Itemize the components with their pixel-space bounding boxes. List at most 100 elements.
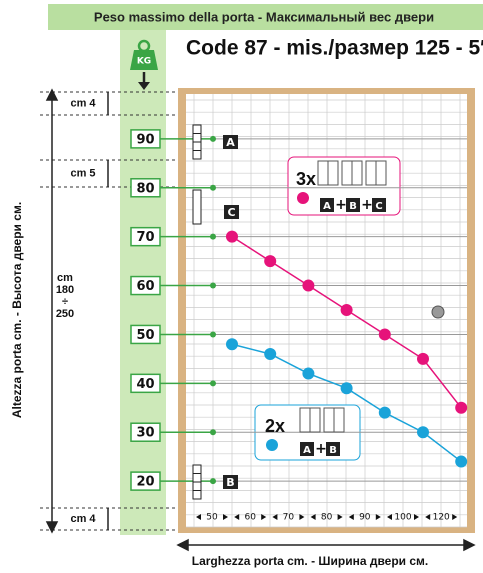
x-tick-arrow bbox=[348, 514, 354, 520]
y-tick-label: 20 bbox=[136, 475, 154, 490]
height-label: 180 bbox=[56, 284, 74, 296]
kg-icon bbox=[130, 50, 158, 70]
legend-label: 3x bbox=[296, 169, 316, 189]
point bbox=[417, 352, 429, 365]
tick-dot bbox=[210, 184, 216, 191]
point bbox=[302, 279, 315, 292]
y-tick-label: 50 bbox=[136, 328, 154, 343]
hinge-label: A bbox=[226, 136, 235, 149]
tick-dot bbox=[210, 478, 216, 485]
x-tick-label: 120 bbox=[433, 513, 450, 523]
point bbox=[302, 367, 315, 380]
x-tick-arrow bbox=[299, 514, 305, 520]
x-tick-arrow bbox=[452, 514, 458, 520]
point bbox=[226, 338, 238, 351]
x-tick-arrow bbox=[272, 514, 278, 520]
x-tick-arrow bbox=[310, 514, 316, 520]
legend-label: 2x bbox=[265, 416, 285, 436]
y-tick-box bbox=[130, 226, 161, 247]
tick-dot bbox=[210, 135, 216, 142]
legend-swatch bbox=[297, 192, 309, 204]
tick-dot bbox=[210, 429, 216, 436]
x-tick-arrow bbox=[337, 514, 343, 520]
legend-hinge-tag bbox=[372, 198, 386, 212]
y-tick-label: 40 bbox=[136, 377, 154, 392]
point bbox=[455, 455, 468, 468]
x-tick-arrow bbox=[387, 514, 392, 520]
dimension-label: cm 4 bbox=[70, 97, 96, 109]
x-axis-label: Larghezza porta cm. - Ширина двери см. bbox=[192, 554, 429, 568]
subtitle: Peso massimo della porta - Максимальный … bbox=[94, 9, 434, 24]
x-tick-arrow bbox=[223, 514, 228, 520]
kg-arrow-head bbox=[138, 82, 150, 90]
legend-hinge-tag bbox=[346, 198, 360, 212]
y-tick-box bbox=[130, 373, 161, 394]
height-label: ÷ bbox=[62, 296, 68, 308]
x-tick-arrow bbox=[414, 514, 419, 520]
door-handle bbox=[431, 305, 445, 319]
chart-title: Code 87 - mis./размер 125 - 5″ bbox=[186, 37, 483, 60]
hinge-tag bbox=[223, 135, 238, 149]
legend-hinge-label: A bbox=[323, 201, 331, 212]
tick-dot bbox=[210, 331, 216, 338]
dimension-label: cm 5 bbox=[70, 167, 95, 179]
point bbox=[264, 255, 277, 268]
y-tick-label: 70 bbox=[136, 230, 154, 245]
point bbox=[340, 382, 353, 395]
legend-plus: + bbox=[315, 441, 327, 457]
legend-hinge-tag bbox=[320, 198, 334, 212]
legend-plus: + bbox=[335, 197, 347, 213]
legend-hinge-label: B bbox=[349, 201, 357, 212]
hinge-label: C bbox=[227, 206, 235, 219]
height-arrow bbox=[45, 88, 109, 534]
y-tick-box bbox=[130, 471, 161, 491]
y-axis-label: Altezza porta cm. - Высота двери см. bbox=[10, 202, 24, 418]
x-tick-label: 50 bbox=[206, 513, 218, 523]
y-tick-box bbox=[130, 275, 161, 296]
y-tick-box bbox=[130, 422, 161, 442]
banner bbox=[48, 4, 483, 30]
x-tick-label: 90 bbox=[359, 513, 371, 523]
point bbox=[226, 230, 238, 243]
width-arrow bbox=[176, 538, 476, 552]
y-tick-box bbox=[130, 324, 161, 345]
legend-swatch bbox=[266, 439, 278, 451]
legend-hinge-label: A bbox=[303, 445, 311, 456]
point bbox=[340, 304, 353, 316]
hinge-tag bbox=[224, 205, 239, 219]
x-tick-arrow bbox=[425, 514, 431, 520]
y-tick-label: 30 bbox=[136, 426, 154, 441]
legend-hinge-label: C bbox=[375, 201, 382, 212]
y-tick-box bbox=[130, 129, 161, 149]
tick-dot bbox=[210, 380, 216, 387]
tick-dot bbox=[210, 282, 216, 289]
hinge bbox=[192, 189, 202, 225]
height-label: 250 bbox=[56, 308, 74, 320]
dimension-lines bbox=[40, 91, 178, 531]
x-tick-arrow bbox=[261, 514, 267, 520]
kg-icon-text: KG bbox=[137, 57, 151, 67]
y-tick-label: 80 bbox=[136, 181, 154, 196]
legend-hinge-label: B bbox=[329, 445, 337, 456]
point bbox=[378, 328, 391, 341]
height-label: cm bbox=[57, 272, 73, 284]
x-tick-label: 60 bbox=[244, 513, 256, 523]
x-tick-arrow bbox=[375, 514, 381, 520]
legend-plus: + bbox=[361, 197, 373, 213]
point bbox=[417, 426, 429, 439]
kg-icon-ring bbox=[137, 39, 151, 53]
y-tick-label: 90 bbox=[136, 132, 154, 147]
y-tick-box bbox=[130, 178, 161, 198]
hinge-tag bbox=[223, 475, 238, 489]
x-tick-arrow bbox=[234, 514, 240, 520]
x-tick-label: 70 bbox=[283, 513, 295, 523]
x-tick-label: 100 bbox=[394, 513, 411, 523]
y-tick-label: 60 bbox=[136, 279, 154, 294]
x-tick-label: 80 bbox=[321, 513, 333, 523]
point bbox=[264, 348, 277, 360]
point bbox=[378, 406, 391, 419]
legend-hinge-tag bbox=[300, 442, 314, 456]
point bbox=[455, 401, 468, 414]
